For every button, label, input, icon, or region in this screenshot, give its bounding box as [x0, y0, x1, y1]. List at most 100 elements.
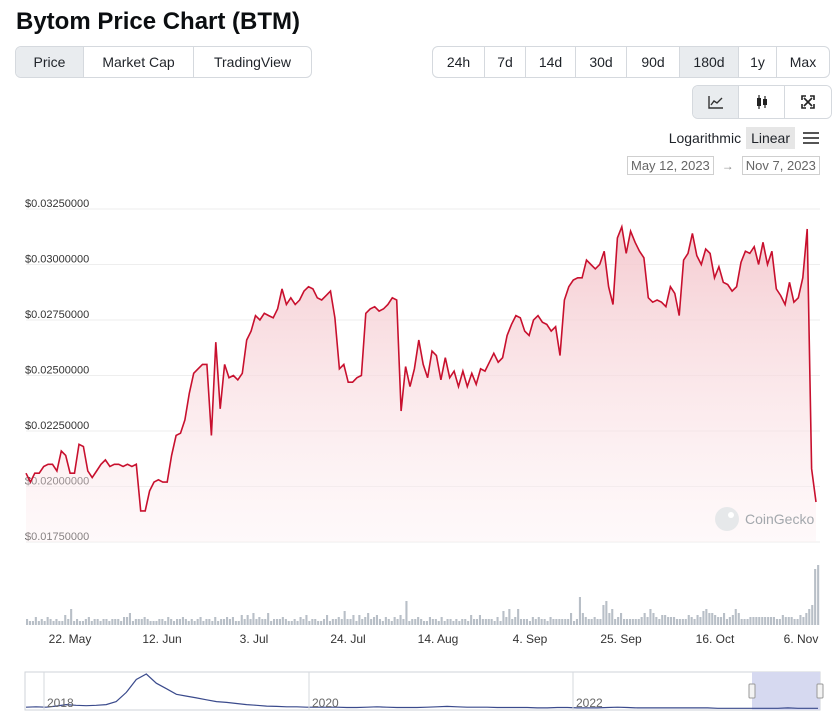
volume-bar [61, 621, 64, 625]
volume-bar [514, 617, 517, 625]
volume-bar [358, 615, 361, 625]
scale-logarithmic[interactable]: Logarithmic [668, 130, 742, 146]
volume-bar [578, 597, 581, 625]
volume-bar [437, 621, 440, 625]
volume-bar [531, 617, 534, 625]
volume-bar [605, 601, 608, 625]
volume-bar [643, 613, 646, 625]
volume-bar [443, 621, 446, 625]
volume-bar [323, 619, 326, 625]
volume-bar [43, 621, 46, 625]
volume-bar [728, 617, 731, 625]
volume-bar [364, 617, 367, 625]
date-from-input[interactable]: May 12, 2023 [627, 156, 714, 175]
range-24h[interactable]: 24h [433, 47, 485, 77]
volume-bar [543, 619, 546, 625]
volume-bar [717, 617, 720, 625]
volume-bar [228, 619, 231, 625]
navigator-handle-right[interactable] [816, 683, 824, 699]
volume-bar [40, 619, 43, 625]
volume-bar [505, 617, 508, 625]
volume-bar [802, 617, 805, 625]
range-1y[interactable]: 1y [739, 47, 777, 77]
volume-bar [223, 619, 226, 625]
scale-linear[interactable]: Linear [746, 127, 795, 149]
volume-bar [484, 619, 487, 625]
volume-bar [49, 619, 52, 625]
volume-bar [240, 615, 243, 625]
volume-bar [158, 619, 161, 625]
volume-bar [281, 617, 284, 625]
volume-bar [214, 617, 217, 625]
volume-bar [152, 621, 155, 625]
volume-bar [752, 617, 755, 625]
fullscreen-button[interactable] [785, 86, 831, 118]
volume-bar [408, 621, 411, 625]
volume-bar [284, 619, 287, 625]
volume-bar [755, 617, 758, 625]
volume-bar [593, 617, 596, 625]
range-max[interactable]: Max [789, 54, 817, 70]
volume-bar [667, 617, 670, 625]
navigator-handle-left[interactable] [748, 683, 756, 699]
range-90d[interactable]: 90d [627, 47, 680, 77]
volume-bar [37, 621, 40, 625]
line-chart-button[interactable] [693, 86, 739, 118]
volume-bar [673, 617, 676, 625]
range-14d[interactable]: 14d [526, 47, 576, 77]
tab-market-cap[interactable]: Market Cap [84, 47, 194, 77]
volume-bar [349, 619, 352, 625]
candlestick-button[interactable] [739, 86, 785, 118]
volume-bar [93, 619, 96, 625]
date-to-input[interactable]: Nov 7, 2023 [741, 156, 820, 175]
navigator-selection[interactable] [752, 672, 820, 710]
range-30d[interactable]: 30d [576, 47, 627, 77]
volume-bar [520, 619, 523, 625]
volume-bar [314, 619, 317, 625]
volume-bar [567, 619, 570, 625]
volume-bar [775, 619, 778, 625]
volume-bar [611, 609, 614, 625]
tab-price[interactable]: Price [16, 47, 84, 77]
volume-bar [573, 621, 576, 625]
volume-bar [384, 617, 387, 625]
coingecko-logo-icon [715, 507, 739, 531]
volume-bar [711, 613, 714, 625]
volume-bar [76, 619, 79, 625]
volume-bar [596, 619, 599, 625]
volume-bar [814, 569, 817, 625]
volume-bar [431, 619, 434, 625]
volume-bar [705, 609, 708, 625]
volume-bar [552, 619, 555, 625]
volume-bar [396, 619, 399, 625]
volume-bar [458, 621, 461, 625]
volume-bar [199, 617, 202, 625]
volume-bar [81, 621, 84, 625]
volume-bar [772, 617, 775, 625]
x-tick-label: 14. Aug [418, 632, 459, 646]
volume-bar [355, 621, 358, 625]
volume-bar [278, 619, 281, 625]
tab-tradingview[interactable]: TradingView [213, 54, 292, 70]
volume-bar [137, 619, 140, 625]
range-180d[interactable]: 180d [680, 47, 739, 77]
volume-bar [143, 617, 146, 625]
volume-bar [267, 613, 270, 625]
volume-bar [467, 621, 470, 625]
chart-menu-icon[interactable] [803, 132, 819, 144]
volume-bar [470, 615, 473, 625]
volume-bar [805, 613, 808, 625]
volume-bar [231, 617, 234, 625]
volume-bar [105, 619, 108, 625]
volume-bar [375, 615, 378, 625]
volume-bar [423, 621, 426, 625]
range-7d[interactable]: 7d [485, 47, 526, 77]
volume-bar [502, 611, 505, 625]
volume-bar [599, 619, 602, 625]
fullscreen-icon [801, 95, 815, 109]
volume-bar [508, 609, 511, 625]
volume-bar [337, 617, 340, 625]
volume-bar [590, 619, 593, 625]
volume-bar [352, 615, 355, 625]
